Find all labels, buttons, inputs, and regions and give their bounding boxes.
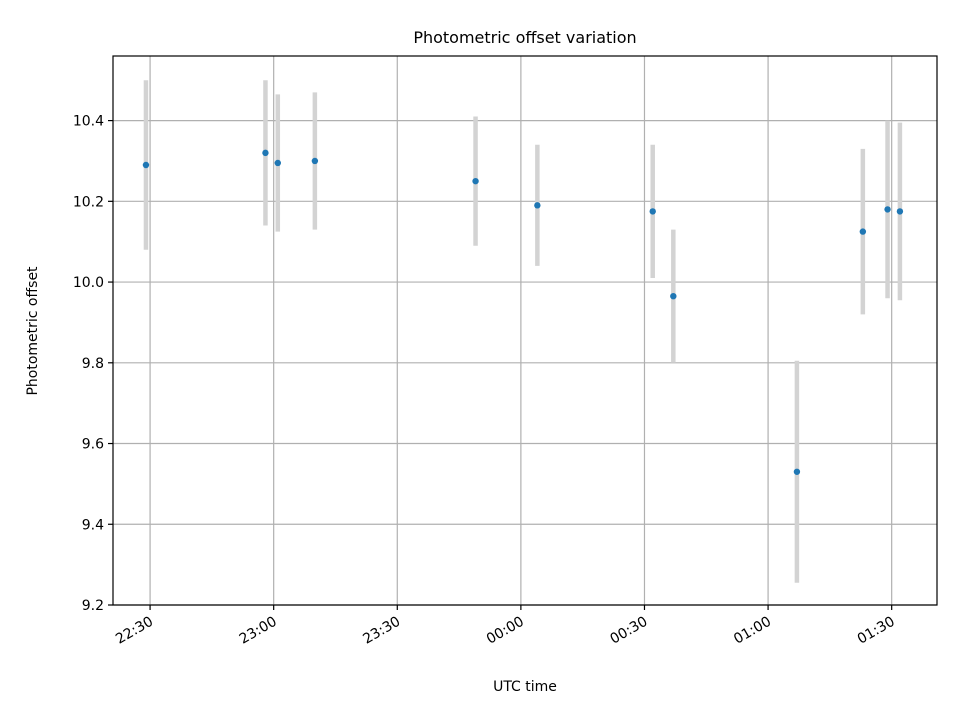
y-tick-label: 9.8 [82, 356, 104, 372]
data-point [649, 208, 656, 215]
data-point [472, 177, 479, 185]
data-point [859, 228, 867, 235]
data-point [896, 208, 904, 215]
y-tick-label: 10.2 [73, 194, 104, 210]
data-point [142, 161, 150, 169]
plot-frame [112, 55, 938, 606]
y-tick-label: 9.6 [82, 437, 104, 453]
data-point [534, 202, 541, 209]
data-point [793, 468, 801, 475]
point-layer [142, 149, 904, 475]
y-tick-label: 10.0 [73, 275, 104, 291]
y-axis-label: Photometric offset [25, 266, 41, 396]
y-tick-label: 9.4 [82, 517, 104, 533]
data-point [670, 292, 677, 300]
y-tick-label: 10.4 [73, 114, 104, 130]
y-tick-label: 9.2 [82, 598, 104, 614]
data-point [884, 206, 891, 213]
data-point [262, 149, 269, 157]
x-axis-label: UTC time [493, 679, 557, 695]
chart-title: Photometric offset variation [413, 28, 636, 47]
data-point [274, 159, 281, 167]
data-point [311, 157, 319, 165]
